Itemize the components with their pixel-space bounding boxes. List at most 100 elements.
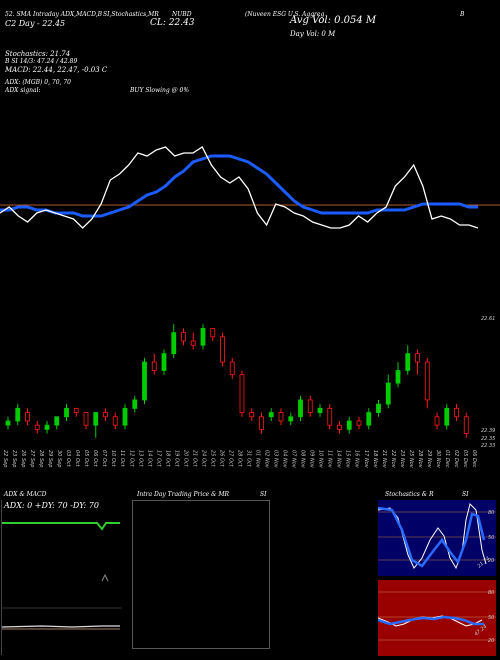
date-label: 01 Nov [255, 450, 261, 469]
candle-body [376, 403, 381, 413]
price-axis-low-3: 22.33 [481, 443, 495, 449]
candle-body [327, 407, 333, 426]
rsi-panel: 80 50 20 47.24 [378, 580, 496, 656]
date-label: 22 Nov [390, 450, 396, 469]
date-label: 10 Oct [110, 450, 116, 468]
header-close: CL: 22.43 [150, 18, 195, 28]
date-label: 03 Nov [273, 450, 279, 469]
date-label: 18 Nov [372, 450, 378, 469]
date-label: 11 Nov [327, 450, 333, 469]
candle-body [64, 407, 69, 418]
candle-body [463, 416, 469, 434]
macd-line [2, 625, 120, 628]
date-label: 07 Oct [101, 450, 107, 468]
date-label: 28 Oct [236, 450, 242, 468]
price-axis-low-1: 22.39 [481, 428, 495, 434]
date-label: 24 Oct [200, 450, 206, 468]
rsi-tick-80: 80 [488, 590, 494, 596]
si-readout: B SI 14/3: 47.24 / 42.89 [5, 58, 78, 65]
date-label: 18 Oct [164, 450, 170, 468]
date-label: 29 Nov [426, 450, 432, 469]
rsi-avg-line [378, 615, 484, 626]
date-label: 14 Nov [336, 450, 342, 469]
candle-body [424, 361, 430, 401]
date-label: 11 Oct [119, 450, 125, 468]
date-label: 09 Nov [309, 450, 315, 469]
intraday-panel [132, 500, 270, 649]
date-label: 15 Nov [345, 450, 351, 469]
date-label: 28 Sep [38, 450, 44, 467]
date-label: 02 Nov [264, 450, 270, 469]
candle-body [415, 353, 420, 363]
date-label: 26 Sep [20, 450, 26, 467]
stoch-tick-20: 20 [488, 558, 494, 564]
intraday-panel-title: Intra Day Trading Price & MR [137, 491, 230, 498]
header-chart-title: (Nuveen ESG U.S. Aggreg [245, 11, 325, 18]
candle-body [151, 361, 157, 371]
candle-body [34, 424, 40, 430]
date-label: 06 Oct [92, 450, 98, 468]
price-axis-top: 22.61 [481, 316, 495, 322]
candle-body [103, 412, 108, 418]
adx-line [2, 522, 120, 531]
date-label: 23 Nov [399, 450, 405, 469]
candle-body [229, 361, 235, 376]
header-b: B [460, 11, 465, 18]
candle-body [93, 412, 99, 426]
candle-body [83, 412, 89, 426]
stoch-panel-si: SI [462, 491, 469, 498]
candle-body [307, 399, 313, 413]
header-si-stoch: SI,Stochastics,MR [103, 11, 159, 18]
date-label: 21 Oct [191, 450, 197, 468]
candle-body [259, 416, 264, 430]
candle-body [44, 424, 50, 430]
candle-body [317, 407, 323, 413]
candle-body [112, 416, 118, 426]
intraday-panel-si: SI [260, 491, 267, 498]
date-label: 07 Nov [291, 450, 297, 469]
stoch-d-line [378, 506, 486, 568]
signal-text: BUY Slowing @ 0% [130, 87, 190, 94]
date-label: 16 Nov [354, 450, 360, 469]
adx-marker [101, 573, 109, 582]
candlestick-panel [5, 324, 469, 438]
date-label: 23 Sep [11, 450, 17, 467]
adx-panel-title: ADX & MACD [4, 491, 47, 498]
candle-body [54, 416, 60, 426]
date-label: 05 Oct [83, 450, 89, 468]
date-label: 08 Nov [300, 450, 306, 469]
candle-body [73, 407, 79, 413]
date-label: 29 Sep [47, 450, 53, 467]
header-symbol: NUBD [172, 11, 192, 18]
date-label: 19 Oct [173, 450, 179, 468]
date-label: 14 Oct [146, 450, 152, 468]
price-line [0, 146, 479, 229]
candle-body [210, 328, 216, 338]
date-label: 01 Dec [444, 450, 450, 468]
candle-body [200, 328, 206, 346]
date-label: 22 Sep [2, 450, 8, 467]
candle-body [278, 412, 284, 422]
adx-macd-panel: ADX: 0 +DY: 70 -DY: 70 [1, 500, 122, 655]
date-label: 05 Dec [462, 450, 468, 468]
stochastics-readout: Stochastics: 21.74 [5, 50, 71, 58]
candle-body [434, 416, 440, 426]
stoch-tick-80: 80 [488, 510, 494, 516]
candle-body [268, 412, 274, 418]
candle-body [132, 399, 138, 409]
candle-body [122, 407, 128, 426]
candle-body [298, 399, 303, 418]
candle-body [288, 416, 294, 422]
candle-body [395, 370, 401, 384]
candle-body [220, 336, 225, 363]
date-label: 31 Oct [246, 450, 252, 468]
date-label: 02 Dec [453, 450, 459, 468]
date-label: 04 Oct [74, 450, 80, 468]
header-avg-vol: Avg Vol: 0.054 M [290, 15, 377, 26]
header-left-line1: 52. SMA Intraday ADX,MACD,B [5, 11, 103, 18]
price-line-panel [0, 146, 500, 229]
date-label: 06 Dec [471, 450, 477, 468]
date-label: 25 Oct [209, 450, 215, 468]
candle-body [366, 412, 372, 426]
